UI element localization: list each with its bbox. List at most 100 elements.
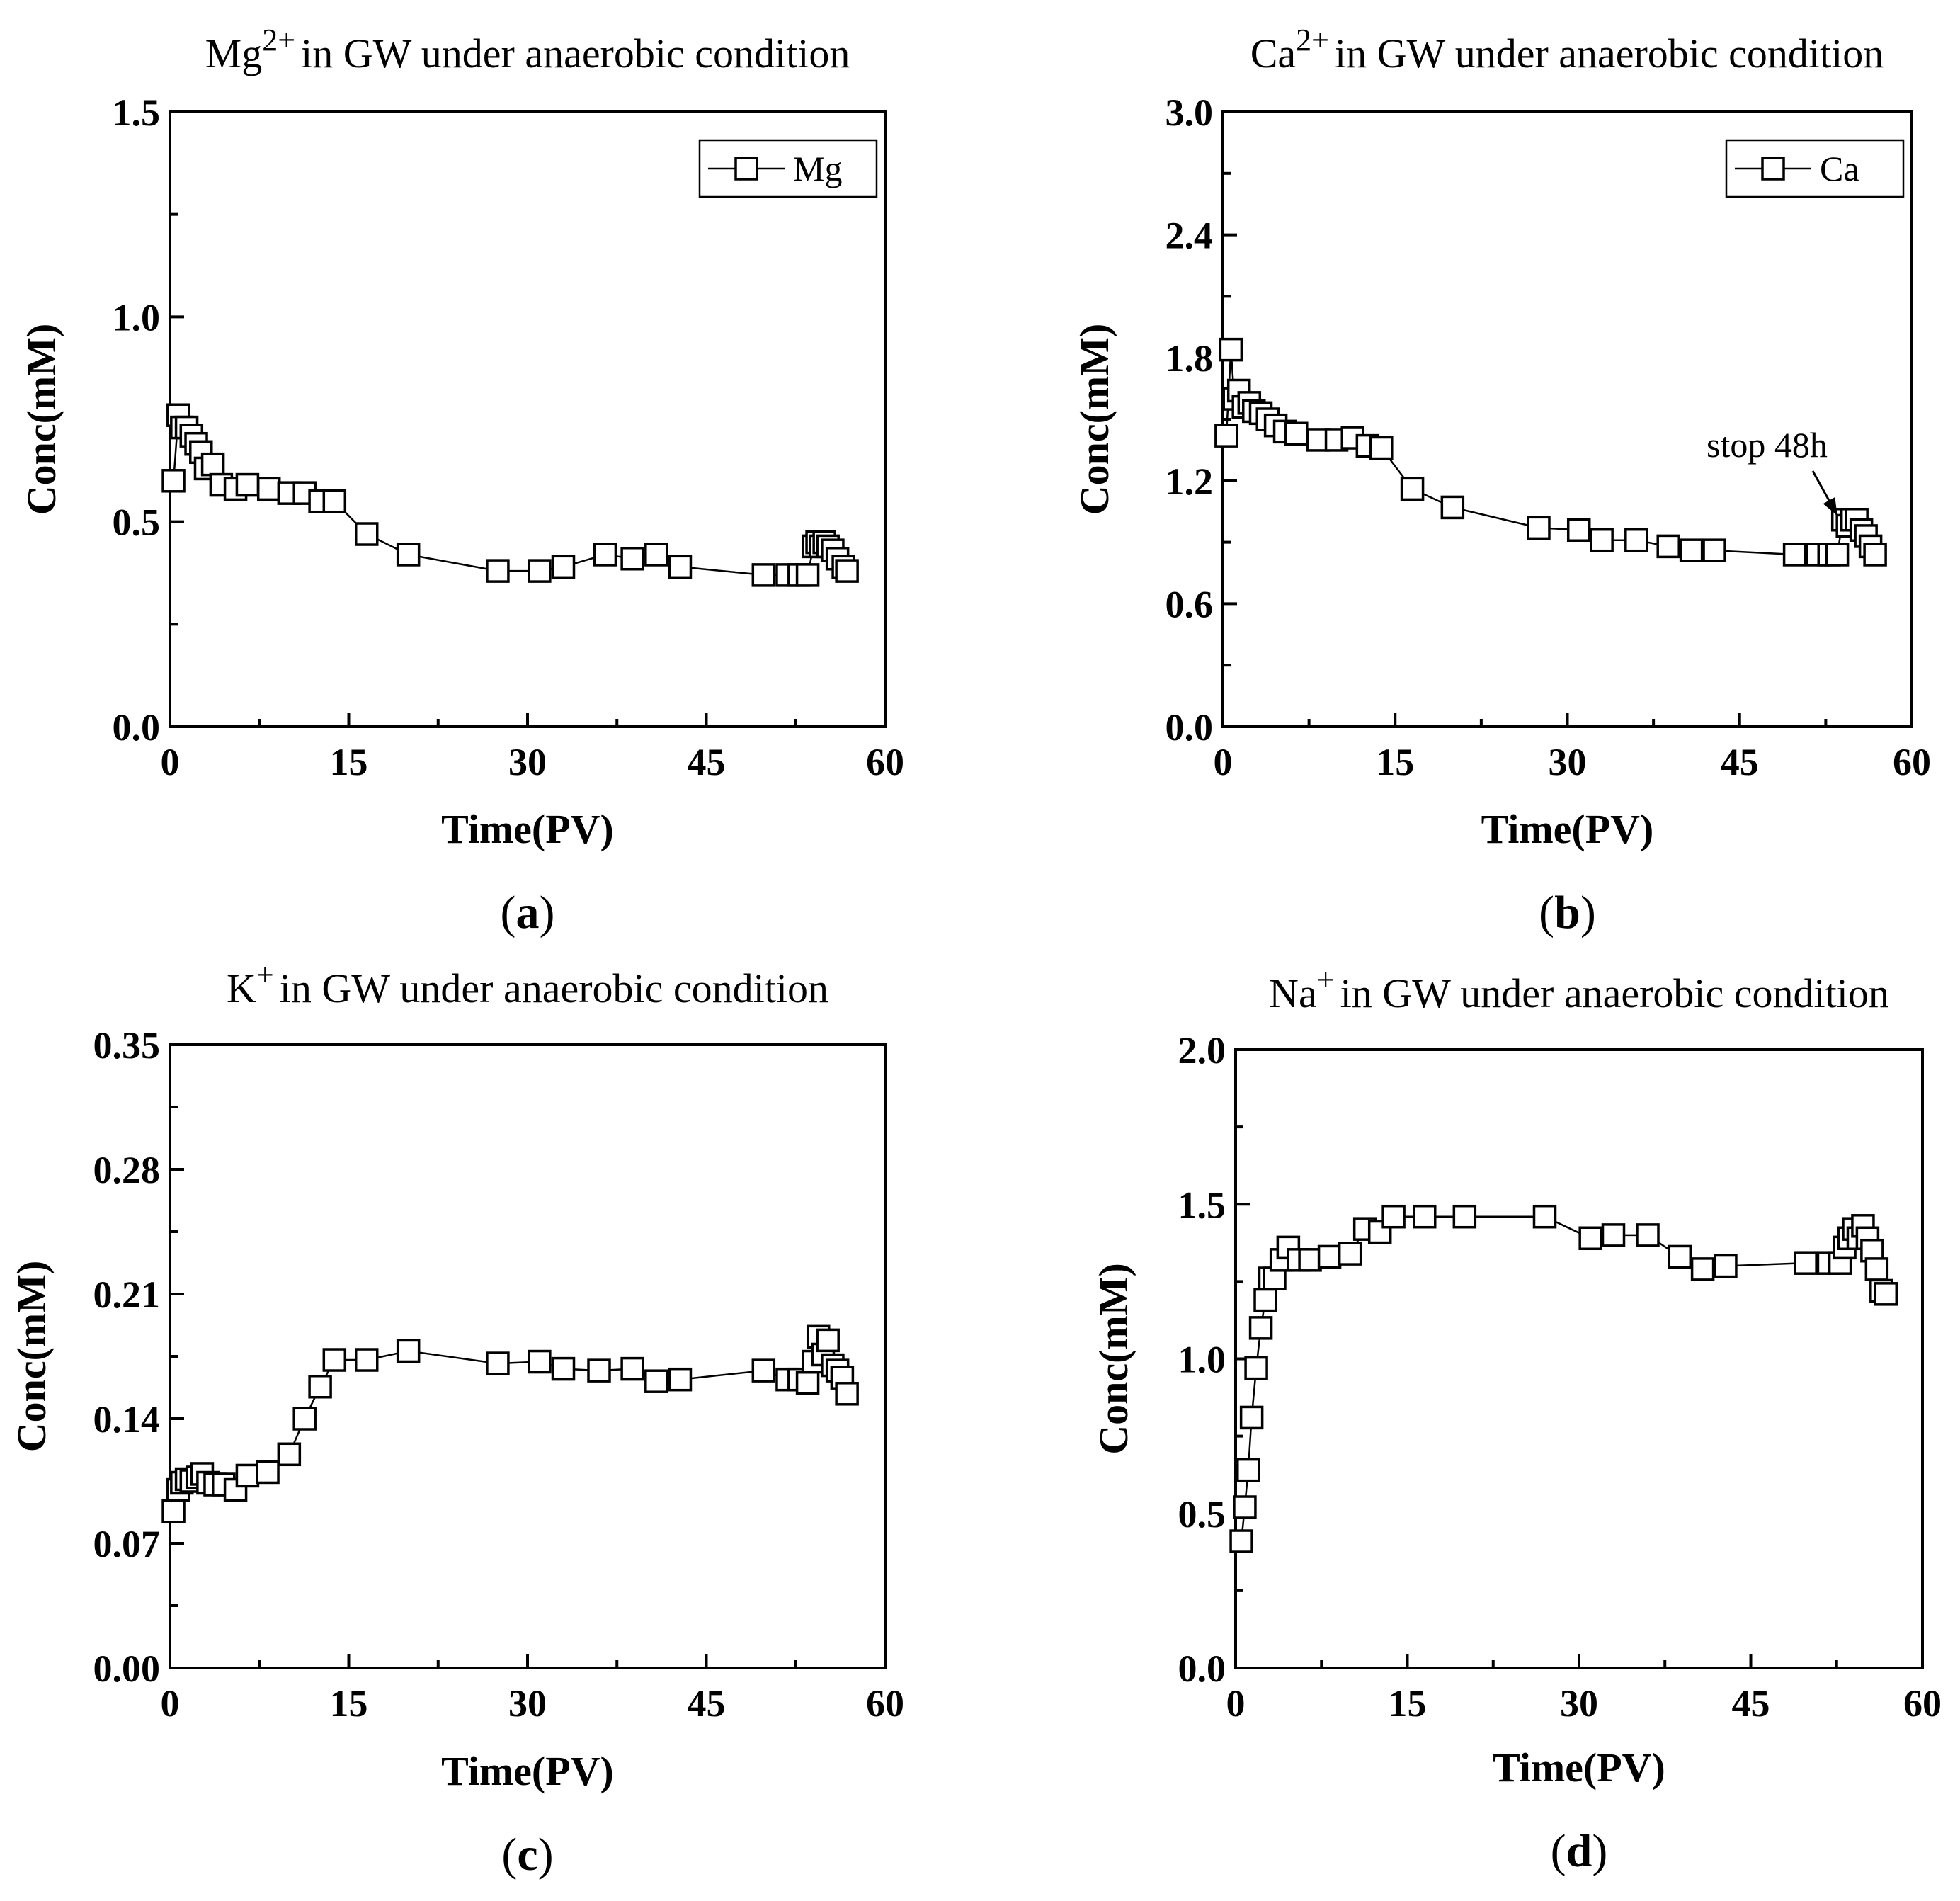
y-tick-label: 3.0 bbox=[1166, 91, 1214, 134]
data-point bbox=[1244, 1356, 1268, 1380]
data-point bbox=[1233, 1495, 1257, 1519]
title-text: in GW under anaerobic condition bbox=[280, 965, 828, 1011]
title-text: in GW under anaerobic condition bbox=[1340, 970, 1889, 1016]
data-point bbox=[751, 1358, 776, 1383]
data-point bbox=[1253, 1288, 1277, 1312]
title-ion: Mg bbox=[205, 30, 263, 76]
data-point bbox=[668, 1367, 693, 1392]
data-point bbox=[551, 1356, 576, 1381]
data-point bbox=[1590, 528, 1614, 552]
x-tick-label: 0 bbox=[161, 741, 180, 783]
y-tick-label: 1.5 bbox=[1178, 1184, 1226, 1226]
panel-close: ) bbox=[1592, 1825, 1607, 1877]
y-tick-label: 0.6 bbox=[1166, 583, 1214, 625]
title-charge: 2+ bbox=[262, 23, 295, 57]
data-point bbox=[1317, 1244, 1342, 1269]
data-point bbox=[668, 555, 693, 579]
panel-label: (c) bbox=[501, 1829, 553, 1880]
data-point bbox=[795, 563, 820, 587]
data-point bbox=[322, 1348, 347, 1372]
data-point bbox=[292, 1407, 317, 1431]
data-point bbox=[1782, 543, 1807, 567]
title-charge: 2+ bbox=[1296, 23, 1329, 57]
title-charge: + bbox=[1317, 963, 1335, 997]
y-tick-label: 0.0 bbox=[113, 706, 161, 749]
title-ion: Ca bbox=[1250, 30, 1296, 76]
data-point bbox=[1400, 477, 1425, 501]
data-point bbox=[1338, 1242, 1362, 1266]
chart-title: Ca2+ in GW under anaerobic condition bbox=[1250, 23, 1884, 76]
data-point bbox=[396, 1339, 421, 1363]
y-tick-label: 1.0 bbox=[113, 296, 161, 339]
annotation: stop 48h bbox=[1707, 425, 1839, 516]
title-ion: K bbox=[227, 965, 256, 1011]
y-tick-label: 1.2 bbox=[1166, 460, 1214, 503]
chart-title: K+ in GW under anaerobic condition bbox=[227, 958, 828, 1011]
panel-close: ) bbox=[538, 1829, 554, 1880]
data-point bbox=[644, 543, 668, 567]
series-line-k bbox=[172, 1336, 848, 1511]
y-tick-label: 2.4 bbox=[1166, 215, 1214, 257]
data-point bbox=[528, 559, 552, 583]
panel-open: ( bbox=[501, 1829, 517, 1880]
x-tick-label: 45 bbox=[688, 1682, 726, 1725]
y-tick-label: 0.14 bbox=[93, 1398, 161, 1441]
y-tick-label: 2.0 bbox=[1178, 1029, 1226, 1072]
y-axis-label: Conc(mM) bbox=[1071, 324, 1117, 516]
x-tick-label: 15 bbox=[330, 1682, 368, 1725]
y-tick-label: 1.0 bbox=[1178, 1339, 1226, 1381]
data-point bbox=[1527, 516, 1551, 540]
data-point bbox=[355, 1348, 379, 1372]
data-point bbox=[644, 1369, 668, 1393]
legend: Mg bbox=[698, 139, 878, 198]
y-tick-label: 0.5 bbox=[113, 501, 161, 544]
data-point bbox=[1690, 1257, 1715, 1281]
panel-open: ( bbox=[1551, 1825, 1566, 1877]
data-point bbox=[1381, 1204, 1406, 1229]
data-point bbox=[256, 477, 281, 501]
data-point bbox=[816, 1328, 840, 1353]
plot-frame bbox=[1234, 1048, 1924, 1669]
x-tick-label: 45 bbox=[1721, 741, 1759, 783]
x-tick-label: 15 bbox=[1389, 1682, 1427, 1725]
x-tick-label: 0 bbox=[1226, 1682, 1246, 1725]
x-tick-label: 45 bbox=[1732, 1682, 1770, 1725]
data-point bbox=[1578, 1226, 1602, 1251]
data-point bbox=[235, 472, 260, 497]
y-tick-label: 0.28 bbox=[93, 1149, 161, 1191]
y-tick-label: 0.0 bbox=[1166, 706, 1214, 749]
x-tick-label: 0 bbox=[1214, 741, 1233, 783]
data-point bbox=[620, 1356, 644, 1381]
panel-label: (b) bbox=[1539, 887, 1596, 938]
data-point bbox=[1452, 1204, 1477, 1229]
data-point bbox=[587, 1358, 611, 1383]
panel-label: (a) bbox=[501, 887, 555, 938]
x-tick-label: 60 bbox=[1893, 741, 1931, 783]
data-point bbox=[1656, 534, 1680, 559]
x-tick-label: 30 bbox=[508, 1682, 547, 1725]
panel-open: ( bbox=[1539, 887, 1554, 938]
x-tick-label: 60 bbox=[1903, 1682, 1942, 1725]
data-point bbox=[355, 522, 379, 546]
data-point bbox=[1714, 1254, 1738, 1278]
panel-letter: b bbox=[1554, 887, 1580, 938]
legend: Ca bbox=[1725, 139, 1905, 198]
panel-label: (d) bbox=[1551, 1825, 1608, 1877]
data-point bbox=[1863, 543, 1887, 567]
data-point bbox=[161, 469, 186, 493]
data-point bbox=[593, 543, 617, 567]
data-point bbox=[1624, 528, 1648, 552]
data-point bbox=[835, 559, 859, 583]
chart-panel-c: K+ in GW under anaerobic condition 0 15 30 45… bbox=[8, 958, 904, 1880]
data-point bbox=[1248, 1316, 1273, 1340]
title-ion: Na bbox=[1269, 970, 1317, 1016]
data-point bbox=[1825, 543, 1850, 567]
panel-close: ) bbox=[540, 887, 555, 938]
y-tick-label: 0.5 bbox=[1178, 1493, 1226, 1536]
data-point bbox=[1601, 1223, 1626, 1247]
y-tick-label: 1.5 bbox=[113, 91, 161, 134]
data-point bbox=[277, 1442, 302, 1467]
data-point bbox=[1214, 424, 1238, 448]
y-tick-label: 0.00 bbox=[93, 1647, 161, 1690]
